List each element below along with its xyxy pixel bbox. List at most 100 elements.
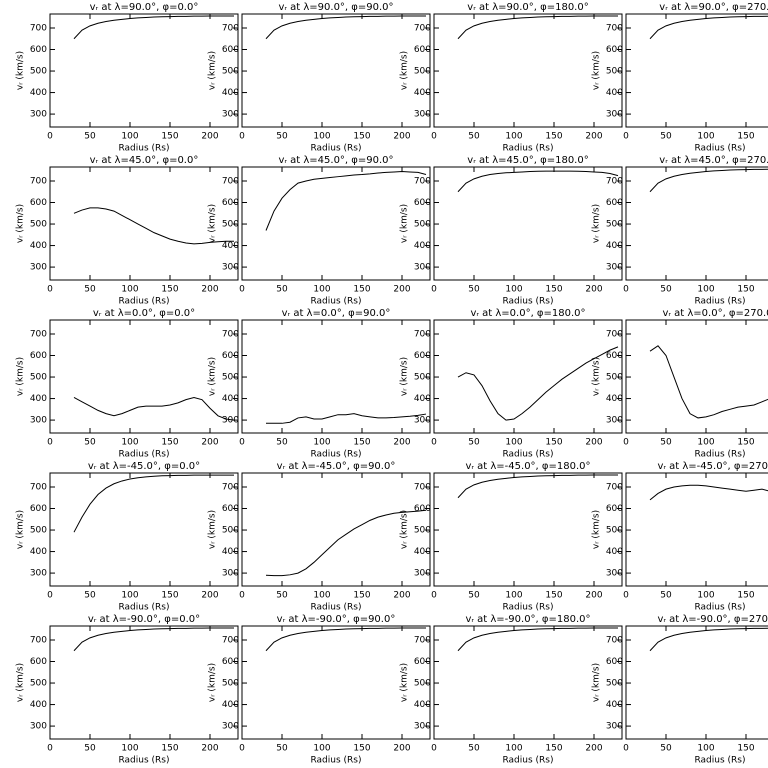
x-tick-label: 0 [47, 438, 53, 448]
y-tick-label: 600 [222, 45, 239, 55]
y-axis-label: vᵣ (km/s) [400, 204, 410, 243]
x-tick-label: 50 [84, 285, 96, 295]
x-tick-label: 50 [276, 438, 288, 448]
x-tick-label: 200 [585, 744, 602, 754]
y-tick-label: 400 [30, 88, 47, 98]
y-tick-label: 400 [30, 700, 47, 710]
y-tick-label: 400 [414, 394, 431, 404]
x-tick-label: 50 [468, 591, 480, 601]
x-tick-label: 100 [505, 438, 522, 448]
y-tick-label: 600 [222, 504, 239, 514]
y-tick-label: 700 [222, 635, 239, 645]
y-tick-label: 700 [30, 176, 47, 186]
y-tick-label: 300 [30, 110, 47, 120]
x-tick-label: 150 [545, 132, 562, 142]
x-tick-label: 150 [737, 132, 754, 142]
x-tick-label: 50 [84, 744, 96, 754]
y-tick-label: 600 [414, 351, 431, 361]
x-tick-label: 150 [737, 591, 754, 601]
data-line [266, 413, 427, 424]
x-tick-label: 0 [623, 744, 629, 754]
x-tick-label: 50 [660, 591, 672, 601]
y-tick-label: 400 [414, 241, 431, 251]
y-tick-label: 500 [222, 373, 239, 383]
y-tick-label: 600 [30, 198, 47, 208]
x-tick-label: 0 [239, 438, 245, 448]
x-tick-label: 200 [201, 438, 218, 448]
y-tick-label: 500 [222, 526, 239, 536]
x-tick-label: 0 [431, 438, 437, 448]
y-tick-label: 700 [222, 482, 239, 492]
x-tick-label: 200 [201, 285, 218, 295]
x-tick-label: 100 [505, 591, 522, 601]
chart-title: vᵣ at λ=0.0°, φ=0.0° [93, 308, 195, 319]
y-tick-label: 400 [30, 394, 47, 404]
x-axis-label: Radius (Rs) [310, 450, 361, 460]
y-axis-label: vᵣ (km/s) [16, 204, 26, 243]
y-tick-label: 500 [606, 679, 623, 689]
y-tick-label: 600 [606, 45, 623, 55]
plot-frame [49, 166, 239, 281]
y-axis-label: vᵣ (km/s) [400, 510, 410, 549]
x-tick-label: 0 [623, 591, 629, 601]
y-tick-label: 400 [30, 547, 47, 557]
x-tick-label: 100 [121, 591, 138, 601]
x-tick-label: 150 [353, 438, 370, 448]
x-tick-label: 0 [431, 744, 437, 754]
data-line [649, 15, 768, 40]
y-axis-label: vᵣ (km/s) [592, 663, 602, 702]
y-tick-label: 700 [414, 176, 431, 186]
y-tick-label: 700 [222, 23, 239, 33]
x-tick-label: 150 [545, 285, 562, 295]
y-tick-label: 700 [222, 329, 239, 339]
y-tick-label: 400 [30, 241, 47, 251]
x-tick-label: 100 [697, 591, 714, 601]
data-line [457, 170, 619, 193]
y-tick-label: 500 [414, 220, 431, 230]
chart-title: vᵣ at λ=45.0°, φ=270.0° [659, 155, 768, 166]
y-tick-label: 500 [30, 526, 47, 536]
y-tick-label: 300 [414, 110, 431, 120]
x-tick-label: 100 [505, 132, 522, 142]
plot-frame [625, 472, 768, 587]
x-tick-label: 100 [697, 285, 714, 295]
y-tick-label: 700 [414, 482, 431, 492]
plot-frame [433, 472, 623, 587]
x-axis-label: Radius (Rs) [118, 297, 169, 307]
x-axis-label: Radius (Rs) [310, 297, 361, 307]
y-tick-label: 400 [606, 241, 623, 251]
x-tick-label: 100 [697, 744, 714, 754]
y-tick-label: 300 [222, 110, 239, 120]
x-tick-label: 50 [276, 285, 288, 295]
y-tick-label: 500 [30, 679, 47, 689]
x-tick-label: 150 [161, 744, 178, 754]
plot-frame [433, 166, 623, 281]
x-tick-label: 150 [545, 591, 562, 601]
plot-frame [241, 13, 431, 128]
y-tick-label: 700 [414, 329, 431, 339]
x-tick-label: 200 [201, 132, 218, 142]
y-tick-label: 500 [414, 67, 431, 77]
data-line [265, 627, 426, 652]
x-tick-label: 100 [505, 744, 522, 754]
y-tick-label: 400 [606, 700, 623, 710]
y-tick-label: 300 [30, 416, 47, 426]
x-tick-label: 100 [313, 744, 330, 754]
x-tick-label: 150 [353, 744, 370, 754]
x-tick-label: 200 [585, 438, 602, 448]
plot-frame [241, 319, 431, 434]
chart-title: vᵣ at λ=90.0°, φ=0.0° [90, 2, 199, 13]
y-tick-label: 600 [222, 657, 239, 667]
x-tick-label: 100 [121, 285, 138, 295]
x-axis-label: Radius (Rs) [310, 603, 361, 613]
y-tick-label: 500 [222, 220, 239, 230]
x-tick-label: 200 [585, 132, 602, 142]
x-tick-label: 200 [201, 591, 218, 601]
y-tick-label: 300 [222, 569, 239, 579]
data-line [73, 474, 234, 533]
data-line [73, 627, 234, 652]
x-tick-label: 150 [161, 438, 178, 448]
x-axis-label: Radius (Rs) [118, 756, 169, 766]
y-tick-label: 400 [414, 88, 431, 98]
x-tick-label: 100 [505, 285, 522, 295]
